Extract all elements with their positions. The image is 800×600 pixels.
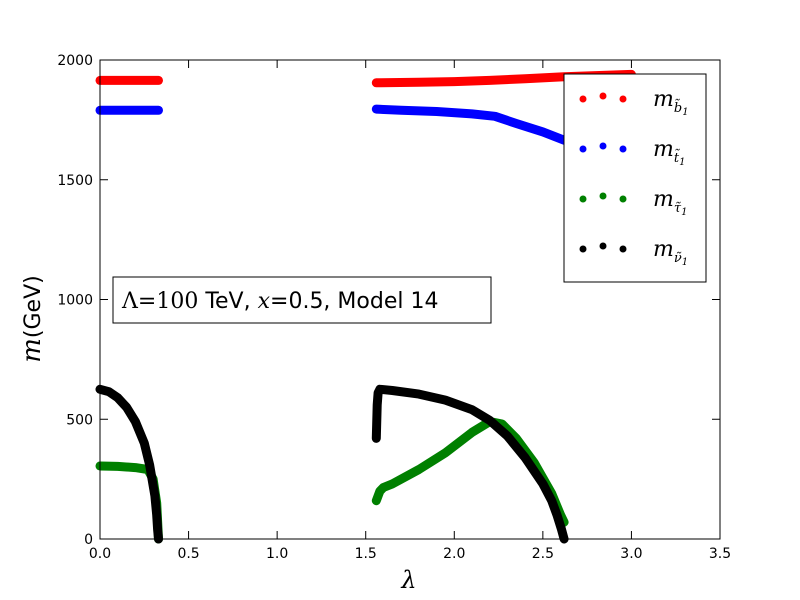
legend-label-1: mb̃1 [653, 87, 689, 118]
x-tick-label-6: 3.0 [620, 546, 642, 562]
legend-marker-1-1 [579, 95, 587, 103]
legend-marker-3-1 [579, 195, 587, 203]
y-tick-label-1: 500 [66, 412, 93, 428]
x-tick-label-7: 3.5 [709, 546, 731, 562]
x-tick-label-2: 1.0 [266, 546, 288, 562]
x-tick-label-3: 1.5 [355, 546, 377, 562]
series-4-segment-1 [95, 384, 163, 544]
annotation-lambda: Λ [121, 289, 139, 314]
y-tick-label-0: 0 [84, 532, 93, 548]
legend-marker-4-1 [579, 245, 587, 253]
legend-marker-2-3 [619, 145, 627, 153]
series-4-segment-2 [371, 384, 569, 544]
legend-marker-2-1 [579, 145, 587, 153]
x-tick-label-5: 2.5 [532, 546, 554, 562]
y-axis-label-unit: (GeV) [21, 275, 46, 338]
legend-label-2: mt̃1 [653, 137, 685, 168]
legend-frame [563, 73, 707, 283]
series-layer [95, 69, 636, 544]
legend-label-3: mτ̃1 [653, 187, 687, 218]
legend-marker-3-3 [619, 195, 627, 203]
legend-marker-3-2 [599, 192, 607, 200]
annotation-text: Λ=100 TeV, x=0.5, Model 14 [121, 289, 438, 314]
legend-marker-1-2 [599, 92, 607, 100]
annotation-x: x [258, 289, 271, 314]
legend-marker-2-2 [599, 142, 607, 150]
ticks-layer: 0.0 0.5 1.0 1.5 2.0 2.5 3.0 3.5 0 500 1000 1500 2000 [57, 53, 731, 562]
legend-label-4: mν̃1 [653, 237, 688, 268]
x-tick-label-4: 2.0 [443, 546, 465, 562]
y-tick-label-2: 1000 [57, 293, 93, 309]
legend-marker-1-3 [619, 95, 627, 103]
x-axis-label: λ [400, 566, 416, 594]
legend-marker-4-2 [599, 242, 607, 250]
legend: mb̃1 mt̃1 mτ̃1 mν̃1 [563, 73, 707, 283]
annotation-lambda-value: 100 [156, 289, 198, 314]
annotation-box: Λ=100 TeV, x=0.5, Model 14 [112, 276, 492, 324]
legend-marker-4-3 [619, 245, 627, 253]
annotation-frame [112, 276, 492, 324]
y-tick-label-4: 2000 [57, 53, 93, 69]
y-axis-label: m(GeV) [17, 275, 47, 362]
annotation-eq: = [138, 289, 156, 314]
annotation-rest2: =0.5, Model 14 [270, 289, 438, 314]
x-tick-label-0: 0.0 [89, 546, 111, 562]
y-tick-label-3: 1500 [57, 173, 93, 189]
y-axis-label-math: m [17, 338, 47, 363]
x-tick-label-1: 0.5 [177, 546, 199, 562]
annotation-rest1: TeV, [198, 289, 257, 314]
